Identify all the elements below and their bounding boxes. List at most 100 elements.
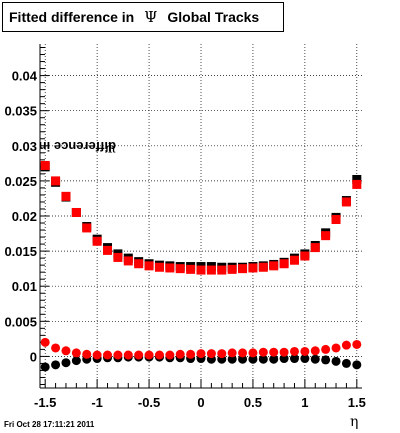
series-1-point — [269, 261, 279, 271]
series-3-point — [227, 348, 237, 358]
series-1-point — [82, 223, 92, 233]
series-1-point — [258, 262, 268, 272]
series-1-point — [134, 259, 144, 269]
series-1-point — [61, 191, 71, 201]
series-1-point — [248, 263, 258, 273]
x-tick-label: 1.5 — [348, 395, 366, 410]
series-3-point — [341, 340, 351, 350]
series-2-point — [258, 354, 268, 364]
series-1-point — [321, 231, 331, 241]
series-3-point — [248, 348, 258, 358]
series-1-point — [196, 265, 206, 275]
y-tick-label: 0.035 — [4, 104, 37, 119]
series-1-point — [154, 262, 164, 272]
y-tick-label: 0.025 — [4, 174, 37, 189]
y-tick-label: 0 — [30, 349, 37, 364]
series-3-point — [331, 343, 341, 353]
series-1-point — [51, 176, 61, 186]
series-2-point — [300, 354, 310, 364]
series-3-point — [196, 349, 206, 359]
series-1-point — [92, 236, 102, 246]
series-2-point — [289, 354, 299, 364]
series-3-point — [165, 350, 175, 360]
series-1-point — [310, 243, 320, 253]
series-1-point — [165, 263, 175, 273]
series-2-point — [238, 354, 248, 364]
series-3-point — [51, 343, 61, 353]
series-2-point — [51, 360, 61, 370]
series-1-point — [175, 264, 185, 274]
series-3-point — [92, 350, 102, 360]
y-tick-label: 0.03 — [12, 139, 37, 154]
series-3-point — [154, 350, 164, 360]
series-3-point — [61, 346, 71, 356]
series-3-point — [186, 349, 196, 359]
y-tick-label: 0.005 — [4, 314, 37, 329]
series-2-point — [71, 356, 81, 366]
series-3-point — [175, 349, 185, 359]
series-3-point — [123, 350, 133, 360]
series-2-point — [40, 362, 50, 372]
series-1-point — [103, 245, 113, 255]
y-tick-label: 0.02 — [12, 209, 37, 224]
series-3-point — [82, 349, 92, 359]
y-tick-label: 0.04 — [12, 69, 38, 84]
series-2-point — [227, 354, 237, 364]
x-tick-label: 0.5 — [244, 395, 262, 410]
series-1-point — [331, 215, 341, 225]
series-3-point — [279, 347, 289, 357]
series-1-point — [300, 251, 310, 261]
series-2-point — [341, 358, 351, 368]
series-3-point — [310, 346, 320, 356]
series-1-point — [71, 207, 81, 217]
series-3-point — [238, 348, 248, 358]
series-1-point — [186, 264, 196, 274]
series-1-point — [217, 265, 227, 275]
series-1-point — [341, 197, 351, 207]
series-1-point — [279, 259, 289, 269]
series-3-point — [289, 346, 299, 356]
x-tick-label: 1 — [301, 395, 308, 410]
series-2-point — [352, 360, 362, 370]
series-2-point — [321, 355, 331, 365]
series-1-point — [238, 264, 248, 274]
series-2-point — [310, 354, 320, 364]
y-tick-label: 0.015 — [4, 244, 37, 259]
series-3-point — [352, 339, 362, 349]
series-3-point — [134, 350, 144, 360]
series-3-point — [206, 349, 216, 359]
x-tick-label: -1 — [91, 395, 103, 410]
x-tick-label: -1.5 — [34, 395, 56, 410]
series-3-point — [321, 344, 331, 354]
date-stamp: Fri Oct 28 17:11:21 2011 — [4, 420, 95, 429]
series-3-point — [300, 346, 310, 356]
title-prefix: Fitted difference in — [9, 9, 135, 25]
series-1-point — [206, 265, 216, 275]
series-3-point — [113, 350, 123, 360]
series-3-point — [217, 349, 227, 359]
series-2-point — [279, 354, 289, 364]
series-1-point — [144, 261, 154, 271]
y-axis-label: difference in Ψ — [6, 44, 116, 154]
series-1-point — [352, 179, 362, 189]
series-1-point — [123, 256, 133, 266]
series-0-point — [352, 174, 362, 184]
series-1-point — [40, 160, 50, 170]
chart-title: Fitted difference in Ψ Global Tracks — [2, 2, 284, 32]
x-tick-label: -0.5 — [138, 395, 160, 410]
y-axis-label-symbol: Ψ — [104, 139, 116, 154]
series-3-point — [144, 350, 154, 360]
series-2-point — [61, 358, 71, 368]
series-1-point — [227, 264, 237, 274]
series-3-point — [103, 350, 113, 360]
series-2-point — [248, 354, 258, 364]
series-1-point — [289, 255, 299, 265]
title-psi-symbol: Ψ — [144, 8, 158, 26]
series-3-point — [258, 347, 268, 357]
y-tick-label: 0.01 — [12, 279, 37, 294]
series-2-point — [331, 356, 341, 366]
series-1-point — [113, 252, 123, 262]
series-2-point — [269, 354, 279, 364]
title-suffix: Global Tracks — [167, 9, 260, 25]
